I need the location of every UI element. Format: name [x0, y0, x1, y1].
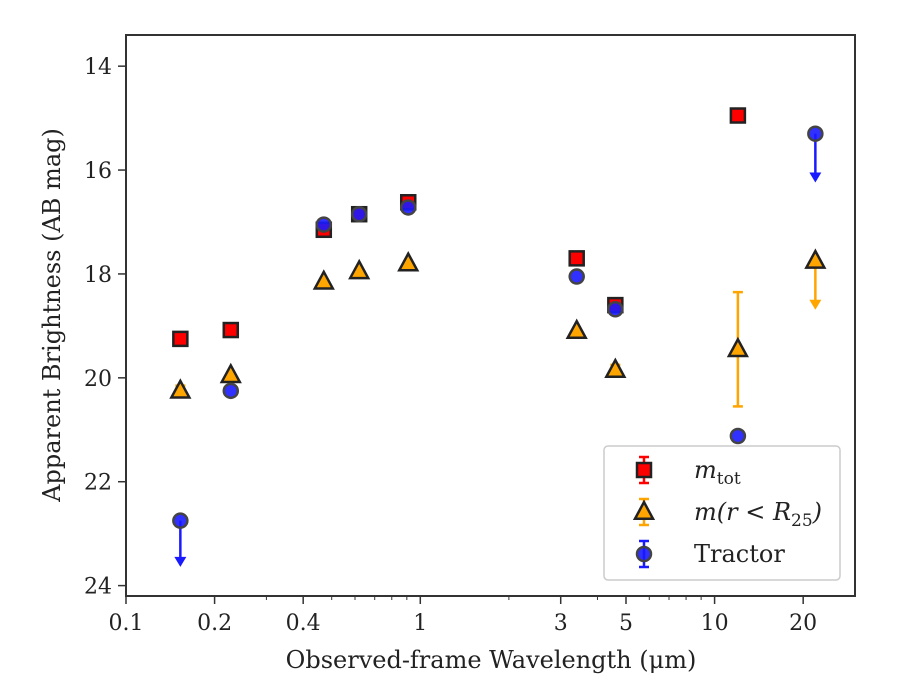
data-point: [565, 318, 588, 340]
legend-marker: [632, 499, 656, 520]
y-tick-label: 22: [84, 471, 112, 496]
data-point: [350, 205, 368, 223]
data-point: [804, 248, 827, 269]
plot-area: [169, 107, 827, 567]
series-0: [172, 107, 747, 348]
upper-limit-arrowhead: [174, 556, 187, 567]
legend-label: mtot: [694, 456, 741, 489]
data-point: [729, 107, 747, 124]
legend-box: [603, 445, 841, 581]
x-tick-label: 0.4: [286, 611, 321, 636]
plot-frame: [125, 34, 856, 597]
y-tick-label: 24: [84, 575, 112, 600]
x-tick-label: 1: [413, 611, 427, 636]
data-point: [568, 250, 585, 267]
data-point: [397, 251, 420, 272]
x-axis-label: Observed-frame Wavelength (μm): [286, 646, 697, 674]
upper-limit-arrowhead: [809, 172, 822, 183]
data-point: [604, 357, 627, 379]
data-point: [172, 330, 189, 348]
legend-marker: [635, 461, 653, 479]
x-tick-label: 3: [554, 611, 568, 636]
data-point: [169, 378, 192, 399]
y-tick-label: 20: [84, 367, 112, 392]
data-point: [219, 362, 242, 384]
axes: 0.1 0.2 0.4 1 3 5 10 20 14 16 18 20 22 24: [84, 34, 856, 636]
data-point: [172, 512, 189, 529]
y-tick-label: 16: [84, 159, 112, 184]
x-tick-label: 0.1: [109, 611, 144, 636]
data-point: [607, 301, 624, 318]
y-tick-label: 18: [84, 263, 112, 288]
x-tick-label: 10: [701, 611, 729, 636]
data-point: [807, 125, 824, 142]
legend-label: m(r < R25): [694, 498, 822, 531]
data-point: [315, 216, 333, 233]
data-point: [568, 268, 585, 285]
data-point: [729, 427, 747, 445]
x-tick-label: 20: [789, 611, 817, 636]
data-point: [222, 382, 240, 400]
legend-label: Tractor: [694, 540, 785, 568]
data-point: [312, 269, 335, 290]
series-2: [172, 125, 824, 567]
y-tick-label: 14: [84, 55, 112, 80]
data-point: [399, 199, 417, 216]
legend: mtot m(r < R25) Tractor: [603, 445, 841, 581]
data-point: [726, 336, 749, 358]
x-tick-label: 0.2: [197, 611, 232, 636]
legend-marker: [635, 545, 653, 563]
x-tick-label: 5: [619, 611, 633, 636]
data-point: [348, 258, 371, 280]
upper-limit-arrowhead: [809, 299, 822, 310]
y-axis-label: Apparent Brightness (AB mag): [38, 128, 66, 503]
series-1: [169, 248, 827, 408]
data-point: [222, 321, 240, 339]
